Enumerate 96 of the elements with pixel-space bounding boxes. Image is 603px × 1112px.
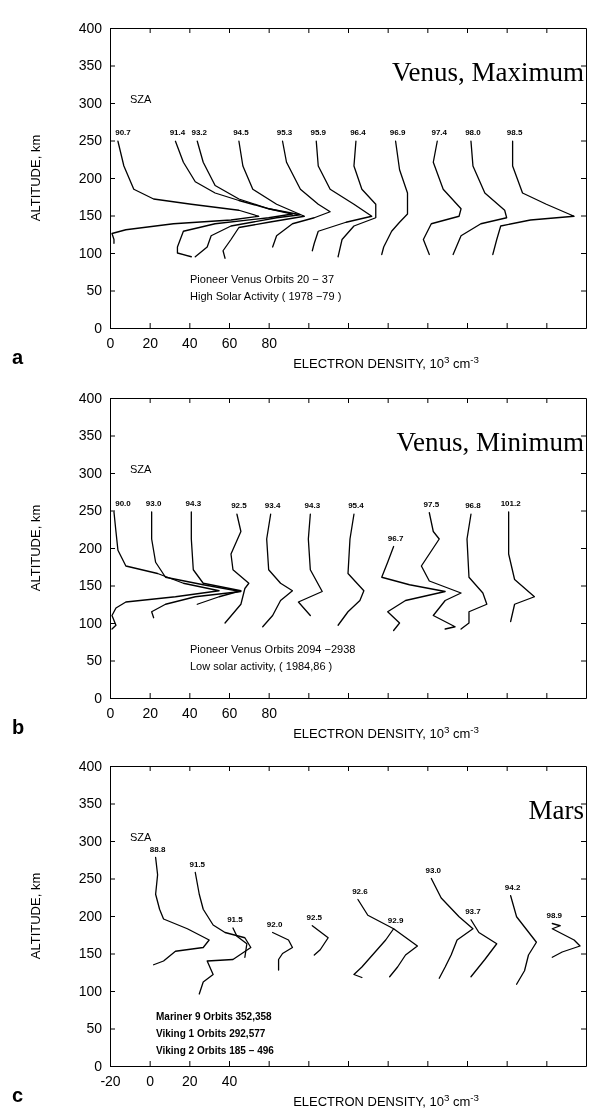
series-label: 97.5 xyxy=(423,499,440,509)
series-label: 91.4 xyxy=(169,128,186,138)
y-tick-label: 0 xyxy=(94,319,103,336)
series-label: 94.3 xyxy=(185,499,202,508)
series-label: 93.7 xyxy=(465,906,482,916)
x-tick-label: 40 xyxy=(182,704,198,721)
x-tick-label: 20 xyxy=(182,1072,198,1089)
x-axis-title: ELECTRON DENSITY, 10$^{3}$ cm$^{-3}$ xyxy=(293,723,479,741)
annotation: High Solar Activity ( 1978 −79 ) xyxy=(190,289,342,302)
series-label: 90.7 xyxy=(115,128,132,138)
series-label: 94.2 xyxy=(504,882,521,892)
x-tick-label: 0 xyxy=(106,704,115,721)
series-label: 94.3 xyxy=(304,501,321,511)
annotation: SZA xyxy=(130,831,153,843)
text: Venus, Maximum xyxy=(392,56,584,87)
series-label: 93.4 xyxy=(264,501,281,511)
series-label: 92.6 xyxy=(352,886,369,896)
series-label: 95.9 xyxy=(310,128,327,138)
annotation: Pioneer Venus Orbits 2094 −2938 xyxy=(190,642,356,655)
series-label: 96.4 xyxy=(350,128,367,138)
series-label: 96.9 xyxy=(389,128,406,138)
series-label: 91.5 xyxy=(227,915,244,924)
y-tick-label: 200 xyxy=(78,907,103,924)
y-tick-label: 100 xyxy=(78,982,103,999)
y-axis-title: ALTITUDE, km xyxy=(28,504,43,592)
y-tick-label: 250 xyxy=(78,132,103,149)
x-tick-label: 60 xyxy=(221,704,238,721)
y-tick-label: 250 xyxy=(78,502,103,519)
x-axis-title: ELECTRON DENSITY, 10$^{3}$ cm$^{-3}$ xyxy=(293,353,479,371)
series-label: 93.0 xyxy=(425,865,442,875)
annotation: Mariner 9 Orbits 352,358 xyxy=(156,1010,273,1022)
series-label: 96.7 xyxy=(387,533,404,543)
series-label: 91.5 xyxy=(189,859,206,869)
legend-label: 98.9 xyxy=(546,910,563,920)
x-tick-label: 20 xyxy=(142,334,159,351)
y-tick-label: 50 xyxy=(86,282,103,299)
series-label: 92.5 xyxy=(306,912,323,922)
series-label: 96.8 xyxy=(465,501,482,511)
y-tick-label: 0 xyxy=(94,689,103,706)
y-tick-label: 400 xyxy=(78,19,103,36)
series-label: 95.3 xyxy=(276,128,293,138)
text: c xyxy=(12,1084,24,1106)
y-tick-label: 300 xyxy=(78,832,103,849)
series-label: 94.5 xyxy=(233,128,250,138)
y-tick-label: 350 xyxy=(78,57,103,74)
annotation: SZA xyxy=(130,93,153,105)
annotation: Viking 2 Orbits 185 − 496 xyxy=(156,1044,275,1056)
y-tick-label: 150 xyxy=(78,577,103,594)
y-tick-label: 50 xyxy=(86,1020,103,1037)
y-tick-label: 250 xyxy=(78,870,103,887)
y-tick-label: 300 xyxy=(78,464,103,481)
y-tick-label: 300 xyxy=(78,94,103,111)
series-label: 98.5 xyxy=(506,128,523,138)
series-label: 98.0 xyxy=(465,128,482,138)
annotation: Low solar activity, ( 1984,86 ) xyxy=(190,659,333,672)
y-axis-title: ALTITUDE, km xyxy=(28,872,43,960)
text: a xyxy=(12,346,24,368)
y-tick-label: 400 xyxy=(78,757,103,774)
series-label: 92.0 xyxy=(266,919,283,929)
text: b xyxy=(12,716,25,738)
series-label: 97.4 xyxy=(431,128,448,138)
x-tick-label: 80 xyxy=(261,334,278,351)
y-tick-label: 50 xyxy=(86,652,103,669)
x-tick-label: -20 xyxy=(100,1072,121,1089)
series-label: 95.4 xyxy=(348,501,365,511)
y-axis-title: ALTITUDE, km xyxy=(28,134,43,222)
y-tick-label: 150 xyxy=(78,207,103,224)
series-label: 92.9 xyxy=(387,915,404,925)
annotation: Pioneer Venus Orbits 20 − 37 xyxy=(190,272,335,285)
series-label: 90.0 xyxy=(115,499,132,508)
y-tick-label: 400 xyxy=(78,389,103,406)
series-label: 101.2 xyxy=(500,499,522,508)
annotation: Viking 1 Orbits 292,577 xyxy=(156,1027,266,1039)
series-label: 88.8 xyxy=(149,844,166,854)
text: Mars xyxy=(528,794,584,825)
y-tick-label: 0 xyxy=(94,1057,103,1074)
y-tick-label: 200 xyxy=(78,539,103,556)
x-tick-label: 20 xyxy=(142,704,159,721)
x-tick-label: 40 xyxy=(182,334,198,351)
y-tick-label: 100 xyxy=(78,614,103,631)
x-tick-label: 0 xyxy=(106,334,115,351)
x-tick-label: 60 xyxy=(221,334,238,351)
text: Venus, Minimum xyxy=(396,426,584,457)
x-axis-title: ELECTRON DENSITY, 10$^{3}$ cm$^{-3}$ xyxy=(293,1091,479,1109)
y-tick-label: 100 xyxy=(78,244,103,261)
x-tick-label: 80 xyxy=(261,704,278,721)
y-tick-label: 150 xyxy=(78,945,103,962)
series-label: 92.5 xyxy=(231,501,248,511)
series-label: 93.0 xyxy=(145,499,162,508)
x-tick-label: 40 xyxy=(221,1072,238,1089)
y-tick-label: 350 xyxy=(78,795,103,812)
annotation: SZA xyxy=(130,463,153,475)
x-tick-label: 0 xyxy=(146,1072,155,1089)
y-tick-label: 350 xyxy=(78,427,103,444)
series-label: 93.2 xyxy=(191,128,208,138)
y-tick-label: 200 xyxy=(78,169,103,186)
